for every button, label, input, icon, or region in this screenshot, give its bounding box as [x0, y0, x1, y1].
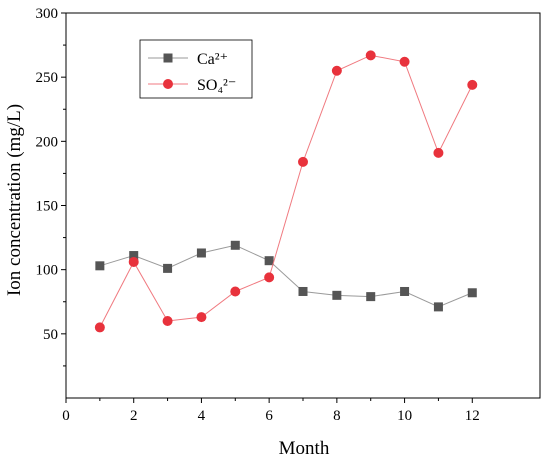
legend-marker-square	[163, 53, 173, 63]
data-point-square	[332, 290, 342, 300]
series-line	[99, 54, 473, 328]
data-point-circle	[230, 286, 241, 297]
x-tick-label: 2	[130, 408, 138, 424]
y-axis: 50 100 150 200 250 300	[36, 6, 66, 367]
y-tick-label: 250	[36, 70, 59, 86]
x-axis: 0 2 4 6 8 10 12	[62, 398, 480, 424]
data-point-circle	[433, 147, 444, 158]
data-point-circle	[467, 79, 478, 90]
y-tick-label: 300	[36, 6, 59, 22]
data-point-circle	[196, 312, 207, 323]
plot-frame	[65, 12, 541, 399]
data-point-square	[366, 292, 376, 302]
y-axis-title: Ion concentration (mg/L)	[4, 104, 25, 296]
data-point-square	[163, 263, 173, 273]
series-so4	[94, 50, 478, 333]
data-point-square	[129, 251, 139, 261]
y-tick-label: 100	[36, 263, 59, 279]
legend-label: Ca²⁺	[197, 51, 228, 68]
data-point-circle	[365, 50, 376, 61]
y-tick-label: 150	[36, 199, 59, 215]
y-tick-label: 200	[36, 134, 59, 150]
series-line	[99, 244, 473, 308]
data-point-square	[298, 286, 308, 296]
data-point-square	[196, 248, 206, 258]
series-layer	[94, 50, 478, 333]
data-point-square	[467, 288, 477, 298]
x-tick-label: 4	[198, 408, 206, 424]
data-point-square	[264, 256, 274, 266]
x-tick-label: 6	[265, 408, 273, 424]
data-point-circle	[298, 156, 308, 167]
legend-box	[139, 39, 253, 99]
legend-items: Ca²⁺ SO₄²⁻	[148, 51, 236, 94]
series-ca	[95, 240, 477, 312]
data-point-circle	[399, 56, 410, 67]
x-tick-label: 10	[397, 408, 412, 424]
data-point-square	[95, 261, 105, 271]
plot-border	[65, 12, 541, 399]
x-tick-label: 8	[333, 408, 341, 424]
legend: Ca²⁺ SO₄²⁻	[139, 39, 253, 99]
x-tick-label: 0	[62, 408, 70, 424]
legend-marker-circle	[163, 79, 173, 89]
data-point-square	[230, 240, 240, 250]
data-point-circle	[94, 322, 105, 333]
data-point-square	[400, 286, 410, 296]
data-point-circle	[331, 65, 342, 76]
data-point-circle	[128, 256, 139, 267]
y-tick-label: 50	[43, 327, 58, 343]
x-axis-title: Month	[279, 438, 330, 459]
x-tick-label: 12	[465, 408, 480, 424]
data-point-circle	[162, 316, 173, 326]
legend-label: SO₄²⁻	[197, 77, 236, 94]
data-point-square	[433, 302, 443, 312]
data-point-circle	[264, 272, 275, 283]
